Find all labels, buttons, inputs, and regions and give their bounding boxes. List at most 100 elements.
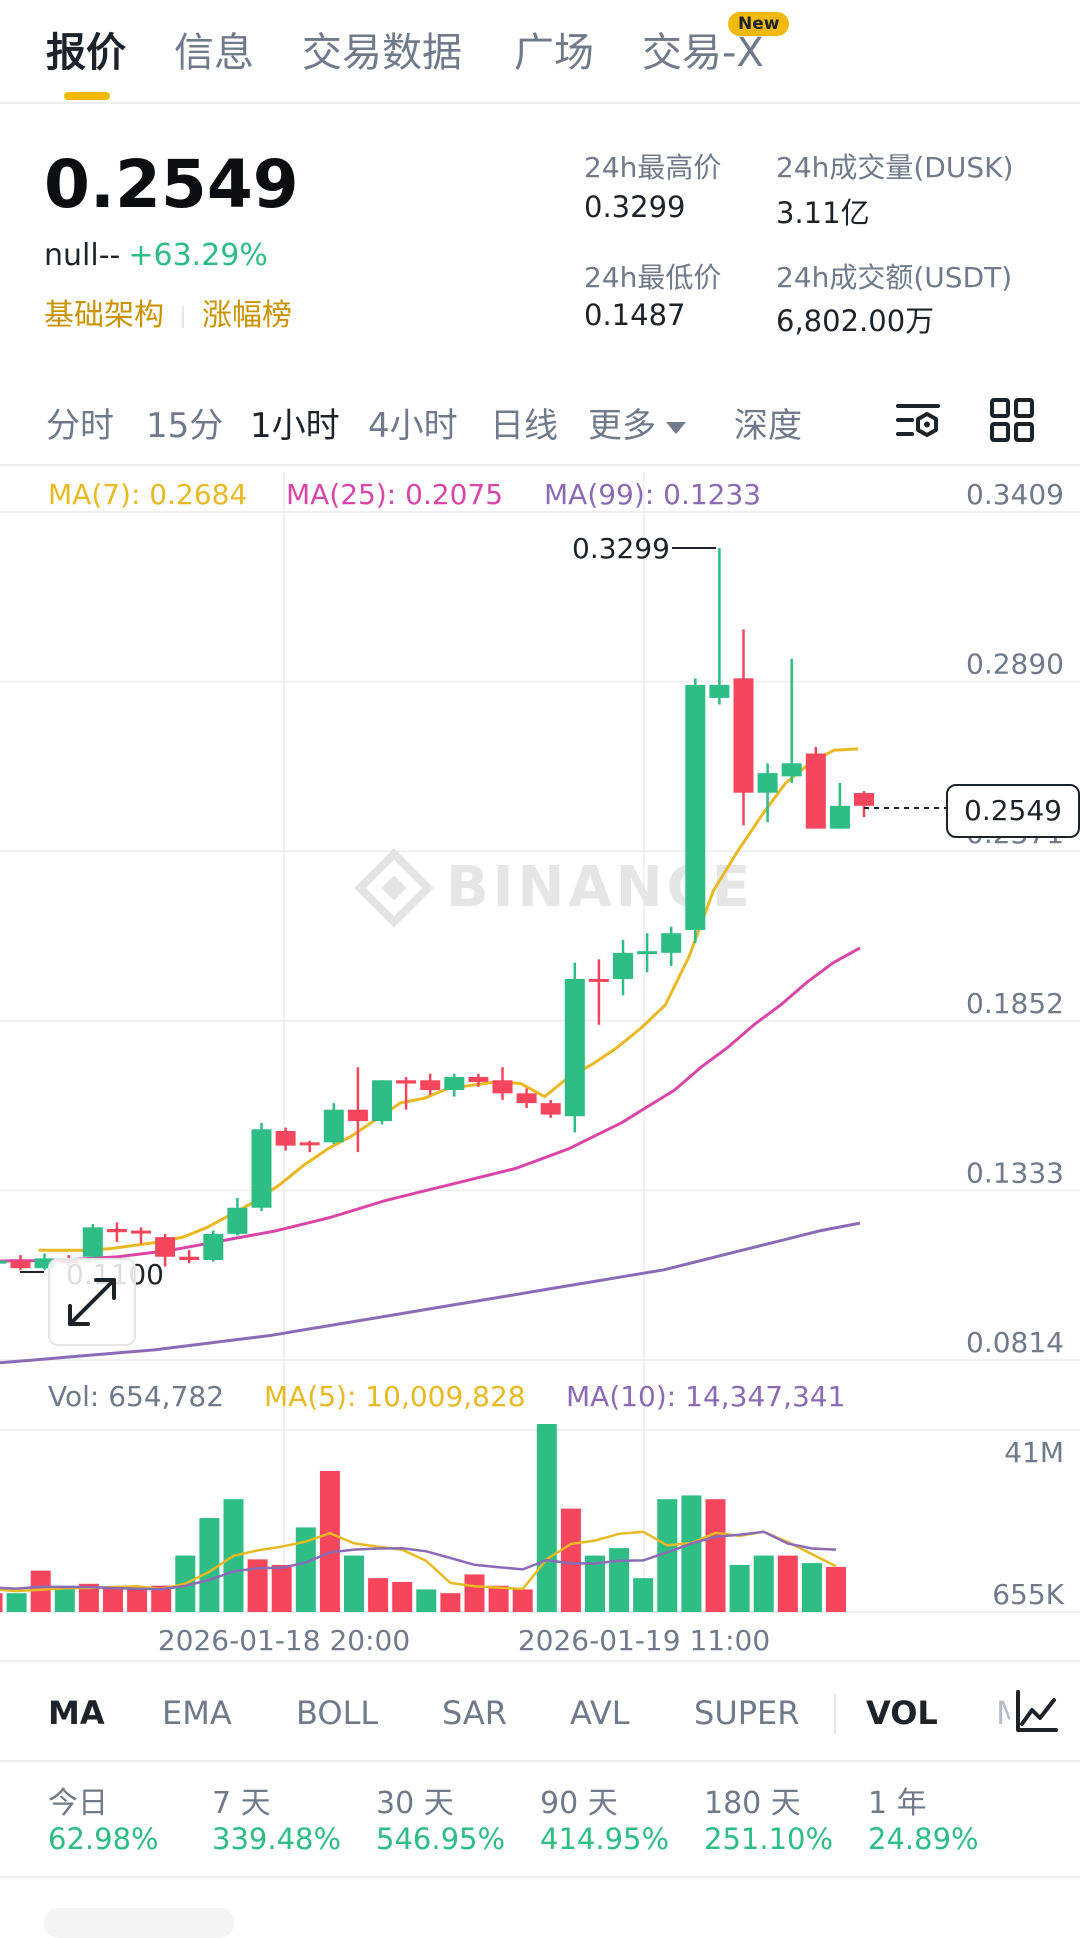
interval-1h[interactable]: 1小时: [250, 406, 340, 446]
indicator-ma[interactable]: MA: [48, 1694, 105, 1732]
chevron-down-icon: [666, 421, 686, 434]
volume-bar: [199, 1518, 220, 1612]
candlestick-chart[interactable]: BINANCE 0.34090.28900.23710.18520.13330.…: [0, 464, 1080, 1664]
ma99-line: [0, 1221, 861, 1365]
volume-bar: [488, 1585, 509, 1612]
indicator-separator: [834, 1694, 836, 1734]
binance-logo-core: [381, 875, 407, 901]
tag-gainers[interactable]: 涨幅榜: [202, 298, 292, 333]
high-marker-label: 0.3299: [572, 532, 670, 565]
tab-trade-x[interactable]: 交易-X: [642, 30, 764, 76]
price-subline: null-- +63.29%: [44, 238, 268, 273]
interval-timeline[interactable]: 分时: [46, 406, 114, 446]
candle-down: [299, 1142, 320, 1146]
expand-chart-button[interactable]: [48, 1258, 136, 1346]
volume-bar: [585, 1555, 605, 1612]
bottom-divider: [0, 1876, 1080, 1878]
last-price: 0.2549: [44, 146, 299, 223]
tab-quote[interactable]: 报价: [46, 30, 126, 76]
indicator-avl[interactable]: AVL: [570, 1694, 630, 1732]
price-tick-label: 0.0814: [966, 1326, 1064, 1359]
candle-up: [34, 1258, 55, 1269]
price-tick-label: 0.3409: [966, 478, 1064, 511]
perf-value-7d: 339.48%: [212, 1822, 342, 1856]
volume-legend: Vol: 654,782: [48, 1380, 225, 1413]
candle-up: [613, 952, 633, 979]
change-percent: +63.29%: [128, 238, 268, 273]
volume-bar: [78, 1583, 99, 1612]
low-label: 24h最低价: [584, 261, 722, 294]
depth-tab[interactable]: 深度: [734, 406, 802, 446]
candle-down: [854, 793, 874, 806]
volume-bar: [247, 1559, 268, 1612]
volume-bar: [319, 1471, 340, 1612]
low-value: 0.1487: [584, 298, 686, 332]
candle-up: [227, 1207, 248, 1234]
tab-info[interactable]: 信息: [174, 30, 254, 76]
tab-trading-data[interactable]: 交易数据: [302, 30, 462, 76]
tag-separator: [182, 305, 184, 328]
tag-infrastructure[interactable]: 基础架构: [44, 298, 164, 333]
candle-down: [420, 1080, 441, 1091]
volume-bar: [633, 1578, 654, 1612]
volume-bar: [344, 1555, 364, 1612]
candle-up: [757, 773, 778, 793]
interval-15m[interactable]: 15分: [146, 406, 224, 446]
bottom-pill: [44, 1908, 234, 1938]
indicator-ema[interactable]: EMA: [162, 1694, 232, 1732]
active-tab-indicator: [64, 92, 110, 100]
candle-up: [709, 684, 730, 698]
candle-down: [733, 678, 754, 793]
candle-down: [179, 1256, 200, 1261]
price-tick-label: 0.2890: [966, 648, 1064, 681]
candle-down: [805, 753, 826, 829]
time-label: 2026-01-18 20:00: [158, 1624, 410, 1657]
candle-down: [516, 1093, 537, 1104]
chart-settings-icon[interactable]: [894, 396, 942, 444]
volume-bar: [368, 1578, 389, 1612]
volume-bar: [271, 1565, 292, 1612]
volume-bar: [151, 1585, 172, 1612]
interval-daily[interactable]: 日线: [490, 406, 558, 446]
candle-up: [685, 684, 706, 930]
indicator-settings-button[interactable]: [1010, 1686, 1066, 1738]
indicator-chart-icon: [1016, 1690, 1058, 1732]
volume-bar: [30, 1570, 51, 1612]
volume-bar: [103, 1587, 123, 1612]
candle-up: [564, 978, 585, 1117]
volume-bar: [729, 1565, 750, 1612]
volume-bar: [560, 1508, 581, 1612]
volume-tick-label: 655K: [992, 1578, 1064, 1611]
ma25-line: [0, 946, 861, 1263]
candle-up: [323, 1109, 344, 1143]
indicator-vol[interactable]: VOL: [866, 1694, 938, 1732]
ma7-legend: MA(7): 0.2684: [48, 478, 248, 511]
grid-layout-icon[interactable]: [988, 396, 1036, 444]
vol-ma10-line: [0, 1530, 837, 1591]
indicator-sar[interactable]: SAR: [442, 1694, 508, 1732]
tab-square[interactable]: 广场: [514, 30, 594, 76]
vol-ma5-legend: MA(5): 10,009,828: [264, 1380, 526, 1413]
ma7-line: [38, 747, 859, 1252]
price-tick-label: 0.1852: [966, 987, 1064, 1020]
ma25-legend: MA(25): 0.2075: [286, 478, 504, 511]
turnover-value: 6,802.00万: [776, 304, 935, 338]
interval-4h[interactable]: 4小时: [368, 406, 458, 446]
candle-down: [588, 978, 609, 982]
candle-down: [275, 1130, 296, 1146]
ma99-legend: MA(99): 0.1233: [544, 478, 762, 511]
candle-up: [203, 1233, 224, 1261]
volume-bar: [536, 1424, 557, 1612]
new-badge: New: [728, 12, 790, 36]
volume-bar: [609, 1548, 630, 1612]
interval-more[interactable]: 更多: [588, 398, 686, 447]
indicator-boll[interactable]: BOLL: [296, 1694, 379, 1732]
candle-up: [0, 1260, 7, 1264]
candle-down: [10, 1260, 31, 1269]
volume-bar: [6, 1593, 27, 1612]
perf-label-180d: 180 天: [704, 1786, 801, 1821]
volume-value: 3.11亿: [776, 196, 870, 230]
candle-up: [251, 1129, 272, 1208]
more-label: 更多: [588, 406, 656, 446]
indicator-super[interactable]: SUPER: [694, 1694, 800, 1732]
